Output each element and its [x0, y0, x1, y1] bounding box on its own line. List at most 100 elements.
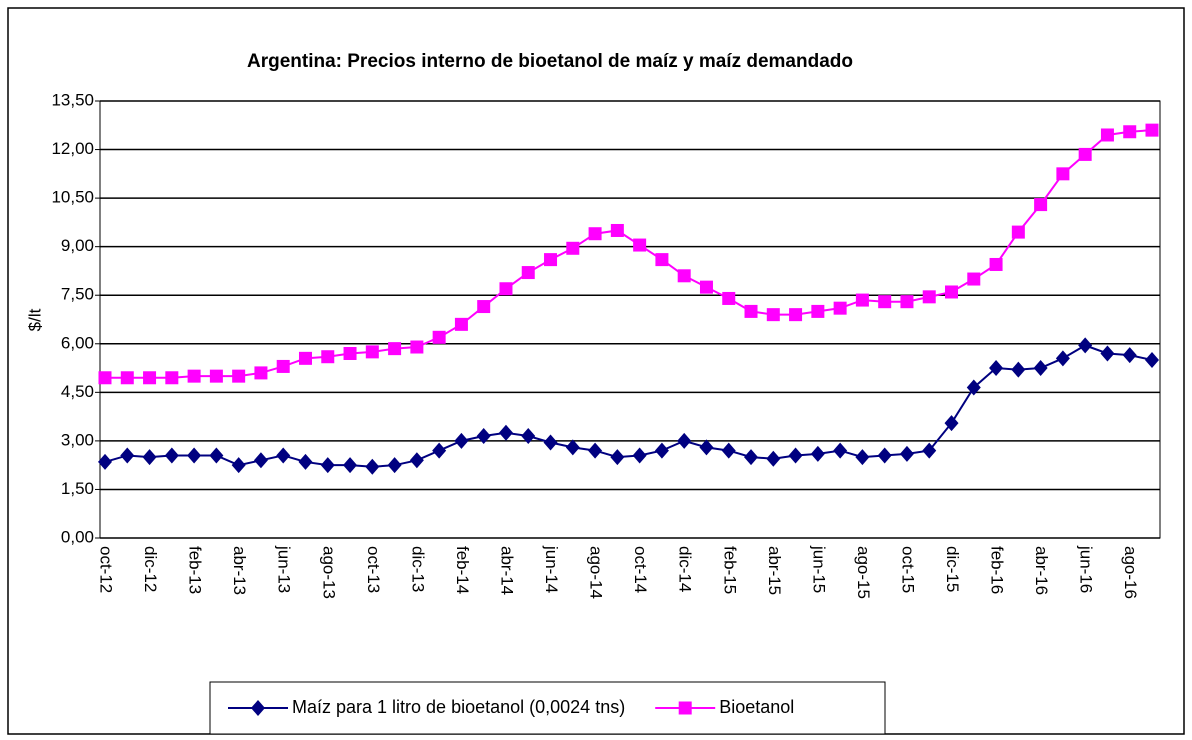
data-point [143, 371, 157, 385]
data-point [966, 379, 981, 396]
data-point [878, 295, 892, 309]
data-point [855, 293, 869, 307]
data-point [521, 428, 536, 445]
x-tick-label: dic-15 [943, 546, 962, 592]
data-point [521, 266, 535, 280]
x-tick-label: dic-13 [408, 546, 427, 592]
x-tick-label: jun-15 [809, 545, 828, 593]
data-point [677, 269, 691, 283]
x-tick-label: ago-15 [854, 546, 873, 599]
data-point [477, 300, 491, 314]
x-tick-label: oct-15 [898, 546, 917, 593]
data-point [811, 304, 825, 318]
legend-label: Maíz para 1 litro de bioetanol (0,0024 t… [292, 697, 625, 717]
data-point [543, 434, 558, 451]
data-point [164, 447, 179, 464]
legend-marker [251, 700, 265, 716]
data-point [187, 369, 201, 383]
data-point [1123, 125, 1137, 139]
x-tick-label: abr-15 [765, 546, 784, 595]
data-point [1078, 337, 1093, 354]
y-tick-label: 6,00 [61, 333, 94, 352]
data-point [833, 442, 848, 459]
data-point [298, 453, 313, 470]
data-point [722, 291, 736, 305]
data-point [432, 442, 447, 459]
chart-title: Argentina: Precios interno de bioetanol … [247, 51, 853, 72]
data-point [120, 447, 135, 464]
legend-label: Bioetanol [719, 697, 794, 717]
data-point [855, 449, 870, 466]
data-point [209, 369, 223, 383]
data-point [1011, 361, 1026, 378]
data-point [254, 366, 268, 380]
data-point [498, 424, 513, 441]
data-point [1100, 128, 1114, 142]
data-point [789, 308, 803, 322]
x-tick-label: ago-14 [587, 546, 606, 599]
data-point [677, 432, 692, 449]
data-point [654, 442, 669, 459]
data-point [989, 257, 1003, 271]
data-point [544, 253, 558, 267]
x-tick-label: oct-14 [631, 546, 650, 593]
data-point [922, 442, 937, 459]
data-point [699, 439, 714, 456]
data-point [788, 447, 803, 464]
plot-area [99, 100, 1161, 539]
x-tick-label: feb-13 [186, 546, 205, 594]
data-point [253, 452, 268, 469]
data-point [967, 272, 981, 286]
data-point [1145, 351, 1159, 368]
data-point [877, 447, 892, 464]
data-point [321, 350, 335, 364]
y-tick-label: 4,50 [61, 382, 94, 401]
data-point [365, 345, 379, 359]
y-tick-label: 0,00 [61, 527, 94, 546]
data-point [766, 308, 780, 322]
data-point [1078, 147, 1092, 161]
data-point [276, 359, 290, 373]
data-point [1011, 225, 1025, 239]
data-point [655, 253, 669, 267]
y-tick-label: 9,00 [61, 236, 94, 255]
x-tick-label: feb-15 [720, 546, 739, 594]
x-tick-label: dic-12 [141, 546, 160, 592]
data-point [409, 452, 424, 469]
data-point [744, 449, 759, 466]
data-point [899, 445, 914, 462]
y-tick-label: 3,00 [61, 430, 94, 449]
x-tick-label: jun-13 [275, 545, 294, 593]
y-tick-label: 7,50 [61, 285, 94, 304]
data-point [699, 280, 713, 294]
data-point [454, 432, 469, 449]
x-tick-label: abr-13 [230, 546, 249, 595]
data-point [1033, 360, 1048, 377]
data-point [1055, 350, 1070, 367]
data-point [298, 351, 312, 365]
data-point [98, 453, 112, 470]
y-axis-label: $/lt [25, 308, 44, 331]
data-point [833, 301, 847, 315]
x-tick-label: oct-13 [364, 546, 383, 593]
data-point [1056, 167, 1070, 181]
data-point [388, 342, 402, 356]
y-tick-label: 10,50 [51, 188, 94, 207]
data-point [231, 457, 246, 474]
data-point [588, 442, 603, 459]
data-point [98, 371, 112, 385]
x-tick-label: ago-16 [1121, 546, 1140, 599]
data-point [944, 415, 959, 432]
data-point [610, 449, 625, 466]
data-point [989, 360, 1004, 377]
data-point [187, 447, 202, 464]
y-tick-label: 1,50 [61, 479, 94, 498]
data-point [320, 457, 335, 474]
data-point [499, 282, 513, 296]
data-point [1122, 347, 1137, 364]
data-point [922, 290, 936, 304]
data-point [945, 285, 959, 299]
data-point [721, 442, 736, 459]
data-point [1100, 345, 1115, 362]
